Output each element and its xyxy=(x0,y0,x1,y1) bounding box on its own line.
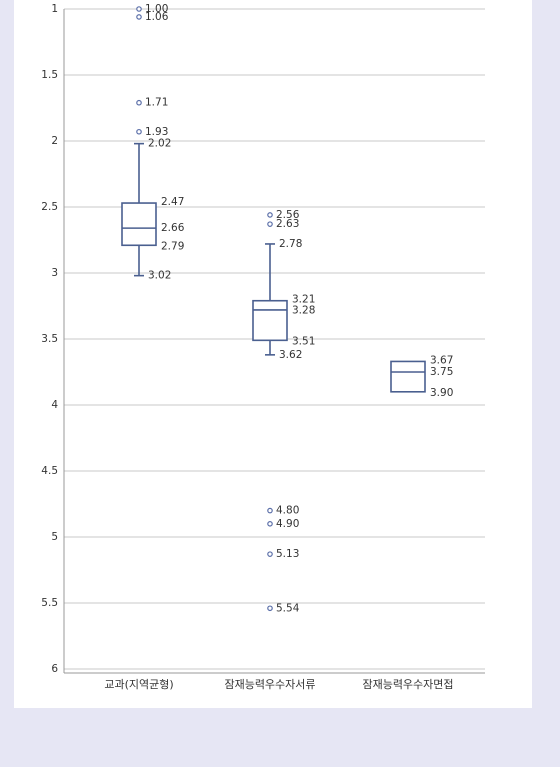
median-label: 3.28 xyxy=(292,305,315,317)
outlier-point xyxy=(136,14,142,20)
whisker-high-label: 3.02 xyxy=(148,270,171,282)
outlier-label: 4.90 xyxy=(276,518,299,530)
outlier-point xyxy=(267,221,273,227)
y-tick-label: 2 xyxy=(51,135,58,147)
outlier-point xyxy=(136,6,142,12)
outlier-label: 2.63 xyxy=(276,218,299,230)
outlier-point xyxy=(267,605,273,612)
outlier-point xyxy=(136,99,142,106)
y-tick-label: 1.5 xyxy=(41,69,58,81)
q1-label: 3.67 xyxy=(430,354,453,366)
whisker-low-label: 2.78 xyxy=(279,238,302,250)
y-tick-label: 4 xyxy=(51,399,58,411)
q3-label: 2.79 xyxy=(161,240,184,252)
q3-label: 3.90 xyxy=(430,387,453,399)
outlier-label: 1.00 xyxy=(145,3,168,15)
y-tick-label: 5 xyxy=(51,531,58,543)
outlier-label: 1.71 xyxy=(145,97,168,109)
x-category-label: 잠재능력우수자면접 xyxy=(362,678,453,691)
q3-label: 3.51 xyxy=(292,335,315,347)
q1-label: 3.21 xyxy=(292,294,315,306)
median-label: 2.66 xyxy=(161,222,185,234)
chart-card: 1 1.5 2 2.5 3 3.5 4 4.5 5 5.5 6 교과(지역균형) 잠재능력우수자서류 잠재… xyxy=(14,0,532,708)
outlier-point xyxy=(267,507,273,514)
box-iqr xyxy=(121,202,157,247)
outlier-label: 4.80 xyxy=(276,505,299,517)
x-category-label: 잠재능력우수자서류 xyxy=(224,678,315,691)
y-tick-label: 2.5 xyxy=(41,201,58,213)
outlier-point xyxy=(267,520,273,527)
outlier-point xyxy=(136,128,142,135)
outlier-label: 1.06 xyxy=(145,11,169,23)
box-iqr xyxy=(252,299,288,342)
outlier-label: 2.56 xyxy=(276,209,300,221)
y-tick-label: 6 xyxy=(51,663,58,675)
y-tick-label: 1 xyxy=(51,3,58,15)
outlier-point xyxy=(267,551,273,557)
outlier-label: 1.93 xyxy=(145,126,168,138)
median-label: 3.75 xyxy=(430,366,453,378)
outlier-label: 5.54 xyxy=(276,602,300,614)
y-tick-label: 3.5 xyxy=(41,333,58,345)
y-tick-label: 3 xyxy=(51,267,58,279)
box-plot-chart: 1 1.5 2 2.5 3 3.5 4 4.5 5 5.5 6 교과(지역균형) 잠재능력우수자서류 잠재… xyxy=(41,3,485,691)
outlier-label: 5.13 xyxy=(276,548,299,560)
outlier-point xyxy=(267,212,273,218)
q1-label: 2.47 xyxy=(161,196,184,208)
whisker-high-label: 3.62 xyxy=(279,349,302,361)
whisker-low-label: 2.02 xyxy=(148,138,171,150)
x-category-label: 교과(지역균형) xyxy=(104,678,173,691)
y-tick-label: 4.5 xyxy=(41,465,58,477)
y-tick-label: 5.5 xyxy=(41,597,58,609)
box-iqr xyxy=(390,360,426,393)
